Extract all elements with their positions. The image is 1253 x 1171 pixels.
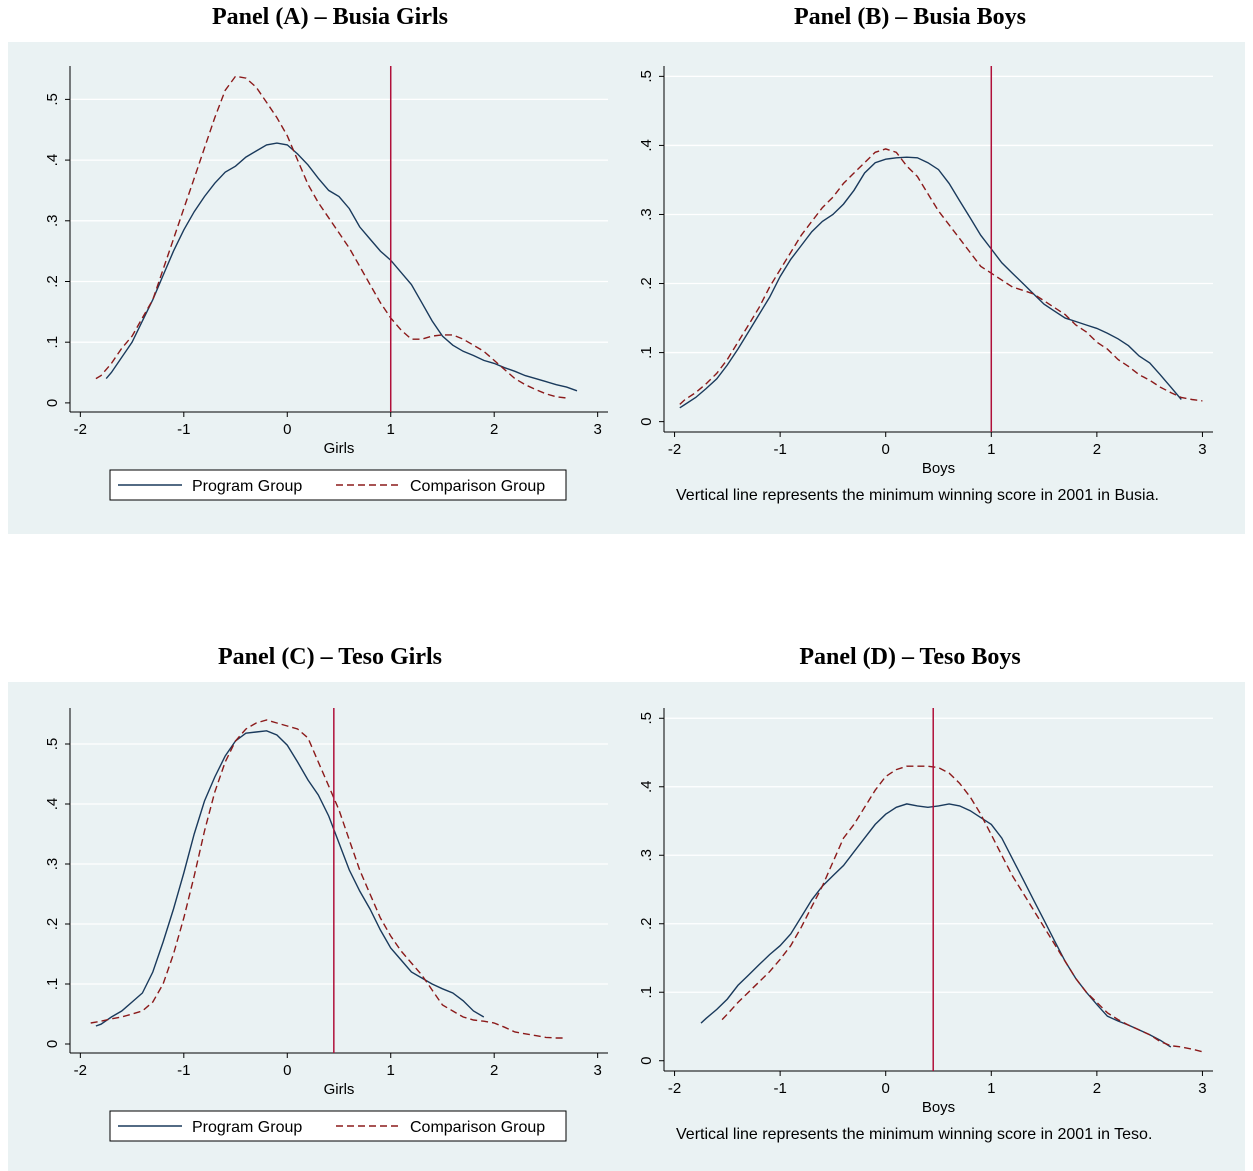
legend-program-label: Program Group	[192, 1119, 302, 1136]
x-tick-label: -1	[773, 441, 786, 458]
y-tick-label: .5	[638, 70, 655, 83]
panel-b: 0 .1 .2 .3 .4 .5 -2 -1 0 1 2 3 Boys Vertical line rep…	[634, 42, 1245, 534]
panel-d-title: Panel (D) – Teso Boys	[799, 644, 1021, 670]
legend-comparison-label: Comparison Group	[410, 1119, 545, 1136]
y-tick-label: .1	[638, 986, 655, 999]
legend-box	[109, 1110, 567, 1142]
comparison-group-line	[95, 75, 567, 399]
x-tick-label: 0	[882, 1080, 890, 1097]
x-axis-label: Girls	[324, 440, 355, 457]
legend-comparison-label: Comparison Group	[410, 478, 545, 495]
x-tick-label: 0	[283, 1062, 291, 1079]
x-axis-label: Boys	[922, 460, 955, 477]
y-tick-label: .2	[44, 918, 61, 931]
plot-area	[664, 66, 1213, 432]
y-tick-label: .5	[44, 738, 61, 751]
x-tick-label: 2	[490, 421, 498, 438]
comparison-group-line	[679, 148, 1203, 405]
panel-a: 0 .1 .2 .3 .4 .5 -2 -1 0 1 2 3 Girls Program Group Com…	[8, 42, 642, 534]
y-tick-label: .1	[44, 978, 61, 991]
x-tick-label: 1	[987, 1080, 995, 1097]
y-tick-label: .2	[638, 917, 655, 930]
x-tick-label: 3	[1198, 1080, 1206, 1097]
plot-area	[70, 66, 608, 412]
x-axis-label: Boys	[922, 1099, 955, 1116]
x-tick-label: 3	[593, 421, 601, 438]
y-tick-label: .3	[638, 208, 655, 221]
x-tick-label: 1	[987, 441, 995, 458]
y-tick-label: .4	[638, 139, 655, 152]
x-tick-label: -1	[773, 1080, 786, 1097]
panel-c-title: Panel (C) – Teso Girls	[217, 644, 442, 670]
plot-area	[664, 708, 1213, 1071]
x-tick-label: -1	[177, 1062, 190, 1079]
x-tick-label: -2	[74, 421, 87, 438]
legend-program-label: Program Group	[192, 478, 302, 495]
y-tick-label: .4	[638, 781, 655, 794]
panel-c: 0 .1 .2 .3 .4 .5 -2 -1 0 1 2 3 Girls Program Group Com…	[8, 682, 642, 1171]
x-tick-label: 0	[882, 441, 890, 458]
y-tick-label: .3	[44, 858, 61, 871]
y-tick-label: .5	[638, 712, 655, 725]
x-tick-label: 0	[283, 421, 291, 438]
y-tick-label: .2	[638, 277, 655, 290]
panel-b-note: Vertical line represents the minimum win…	[676, 487, 1159, 504]
panel-d: 0 .1 .2 .3 .4 .5 -2 -1 0 1 2 3 Boys Vertical line rep…	[634, 682, 1245, 1171]
y-tick-label: 0	[44, 1040, 61, 1048]
x-tick-label: 3	[1198, 441, 1206, 458]
y-tick-label: .3	[44, 215, 61, 228]
program-group-line	[679, 156, 1182, 409]
comparison-group-line	[90, 719, 567, 1039]
y-tick-label: 0	[44, 399, 61, 407]
y-tick-label: .1	[44, 336, 61, 349]
y-tick-label: 0	[638, 1057, 655, 1065]
plot-area	[70, 708, 608, 1053]
y-tick-label: .3	[638, 849, 655, 862]
y-tick-label: .2	[44, 275, 61, 288]
y-tick-label: .4	[44, 798, 61, 811]
x-axis-label: Girls	[324, 1081, 355, 1098]
y-tick-label: .5	[44, 93, 61, 106]
x-tick-label: -2	[668, 1080, 681, 1097]
x-tick-label: 3	[593, 1062, 601, 1079]
panel-d-note: Vertical line represents the minimum win…	[676, 1126, 1152, 1143]
x-tick-label: 2	[1093, 1080, 1101, 1097]
x-tick-label: 2	[1093, 441, 1101, 458]
x-tick-label: 2	[490, 1062, 498, 1079]
comparison-group-line	[721, 765, 1203, 1053]
program-group-line	[105, 142, 578, 392]
program-group-line	[95, 730, 485, 1027]
x-tick-label: 1	[387, 421, 395, 438]
x-tick-label: -1	[177, 421, 190, 438]
x-tick-label: -2	[668, 441, 681, 458]
y-tick-label: .1	[638, 346, 655, 359]
x-tick-label: 1	[387, 1062, 395, 1079]
y-tick-label: 0	[638, 417, 655, 425]
x-tick-label: -2	[74, 1062, 87, 1079]
panel-b-title: Panel (B) – Busia Boys	[793, 4, 1027, 30]
panel-a-title: Panel (A) – Busia Girls	[211, 4, 448, 30]
y-tick-label: .4	[44, 154, 61, 167]
